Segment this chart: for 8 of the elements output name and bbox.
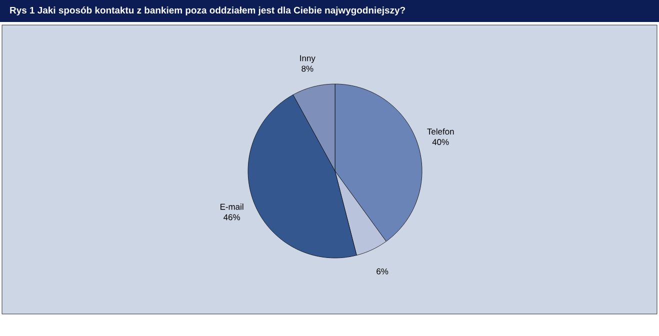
chart-title: Rys 1 Jaki sposób kontaktu z bankiem poza oddziałem jest dla Ciebie najwygodniejszy?: [10, 6, 406, 16]
data-label: 8%: [302, 66, 314, 72]
slice-label: E-mail: [220, 204, 244, 210]
slice-label: Telefon: [427, 128, 454, 135]
data-label: 46%: [224, 214, 240, 220]
slice-label: Inny: [300, 55, 316, 63]
data-label: 40%: [432, 139, 449, 146]
data-label: 6%: [376, 268, 388, 274]
